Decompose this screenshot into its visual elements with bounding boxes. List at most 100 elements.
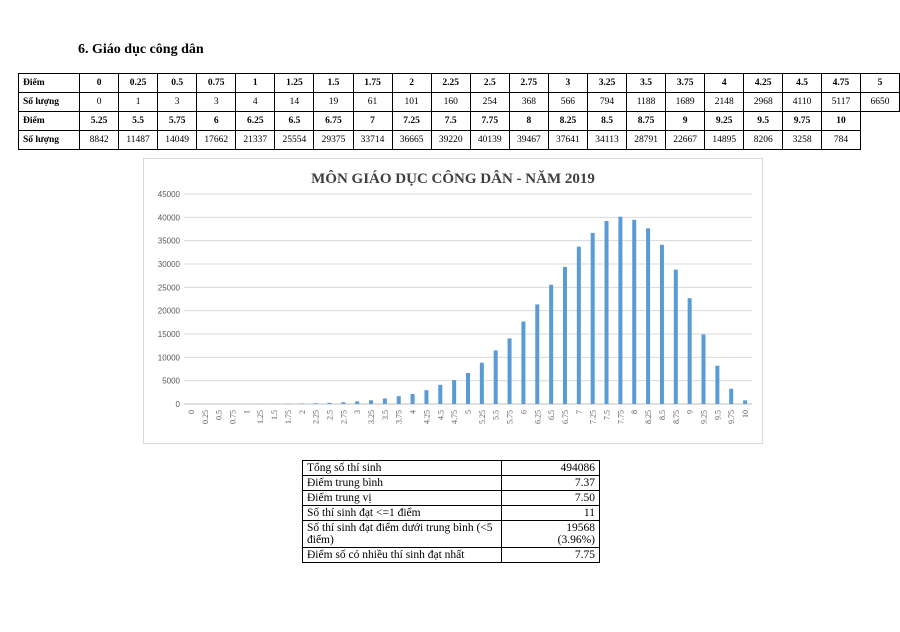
x-tick-label: 3.5: [381, 410, 390, 420]
bar: [507, 338, 512, 404]
y-tick-label: 0: [176, 400, 181, 409]
count-cell: 2148: [704, 92, 745, 112]
score-cell: 2: [391, 73, 432, 93]
score-cell: 1.5: [313, 73, 354, 93]
score-cell: 3.25: [586, 73, 628, 93]
count-row: Số lượng 8842 11487 14049 17662 21337 25554 293…: [17, 130, 900, 150]
bar: [521, 321, 526, 404]
bar: [313, 403, 318, 404]
stats-row: Điểm trung vị 7.50: [302, 490, 600, 506]
score-cell: 0: [79, 73, 120, 93]
count-cell: 34113: [586, 130, 628, 150]
count-cell: 22667: [665, 130, 706, 150]
score-cell: 9: [665, 111, 706, 131]
x-tick-label: 7: [575, 410, 584, 414]
x-tick-label: 4.25: [422, 410, 431, 424]
bar: [493, 350, 498, 404]
stats-value-cell: 11: [501, 505, 600, 521]
summary-stats-table: Tổng số thí sinh 494086 Điểm trung bình 7.3…: [302, 460, 600, 563]
score-cell: 7.25: [391, 111, 432, 131]
x-tick-label: 7.75: [616, 410, 625, 424]
x-tick-label: 1.25: [256, 410, 265, 424]
stats-value: 7.75: [574, 549, 595, 561]
bar: [562, 266, 567, 404]
score-cell: 4.5: [782, 73, 823, 93]
x-tick-label: 2.5: [325, 410, 334, 420]
bar: [355, 401, 360, 404]
stats-value: 19568: [566, 522, 595, 534]
count-cell: 25554: [274, 130, 315, 150]
y-tick-label: 45000: [158, 190, 181, 199]
count-cell: 1188: [626, 92, 667, 112]
count-cell: 11487: [118, 130, 159, 150]
x-tick-label: 5.5: [492, 410, 501, 420]
score-cell: 5.25: [79, 111, 120, 131]
y-tick-label: 40000: [158, 213, 181, 222]
count-cell: 101: [391, 92, 432, 112]
count-cell: 160: [430, 92, 471, 112]
score-cell: 6.5: [274, 111, 315, 131]
x-tick-label: 0.5: [215, 410, 224, 420]
count-cell: 1689: [665, 92, 706, 112]
bar: [729, 388, 734, 404]
x-tick-label: 9.25: [700, 410, 709, 424]
count-cell: 784: [821, 130, 861, 150]
x-tick-label: 6.25: [533, 410, 542, 424]
stats-value-cell: 7.37: [501, 475, 600, 491]
count-row-label: Số lượng: [17, 130, 81, 150]
count-cell: 0: [79, 92, 120, 112]
x-tick-label: 8: [630, 410, 639, 414]
x-tick-label: 3.25: [367, 410, 376, 424]
score-cell: 10: [821, 111, 861, 131]
count-cell: 37641: [547, 130, 588, 150]
score-row: Điểm 5.25 5.5 5.75 6 6.25 6.5 6.75 7 7.25 7.5 7.75 8…: [17, 111, 900, 131]
stats-value: 494086: [560, 462, 596, 474]
score-cell: 6.75: [313, 111, 354, 131]
stats-row: Tổng số thí sinh 494086: [302, 460, 600, 476]
x-tick-label: 3: [353, 410, 362, 414]
count-cell: 3258: [782, 130, 823, 150]
y-tick-label: 25000: [158, 283, 181, 292]
score-cell: 9.25: [704, 111, 745, 131]
x-tick-label: 4.75: [450, 410, 459, 424]
score-cell: 3.75: [665, 73, 706, 93]
x-tick-label: 8.25: [644, 410, 653, 424]
score-cell: 1.25: [274, 73, 315, 93]
y-tick-label: 10000: [158, 353, 181, 362]
score-cell: 4.75: [821, 73, 861, 93]
count-cell: 36665: [391, 130, 432, 150]
stats-row: Số thí sinh đạt điểm dưới trung bình (<5…: [302, 520, 600, 548]
x-tick-label: 6.75: [561, 410, 570, 424]
x-tick-label: 3.75: [395, 410, 404, 424]
stats-value: 7.50: [574, 492, 595, 504]
count-cell: 4: [235, 92, 276, 112]
count-cell: 14895: [704, 130, 745, 150]
score-cell: 3.5: [626, 73, 667, 93]
count-cell: 2968: [743, 92, 784, 112]
x-tick-label: 2.75: [339, 410, 348, 424]
x-tick-label: 9.5: [713, 410, 722, 420]
y-tick-label: 20000: [158, 307, 181, 316]
score-cell: 0.25: [118, 73, 159, 93]
count-cell: 8206: [743, 130, 784, 150]
x-tick-label: 1.75: [284, 410, 293, 424]
score-cell: 7.5: [430, 111, 471, 131]
bar: [535, 304, 540, 404]
count-row-label: Số lượng: [17, 92, 81, 112]
bar: [590, 232, 595, 404]
score-cell: 7: [352, 111, 393, 131]
bar: [327, 402, 332, 404]
count-cell: 4110: [782, 92, 823, 112]
bar: [618, 216, 623, 404]
bar: [549, 284, 554, 404]
count-cell: 1: [118, 92, 159, 112]
score-row-label: Điểm: [17, 111, 81, 131]
y-tick-label: 35000: [158, 237, 181, 246]
x-tick-label: 7.5: [603, 410, 612, 420]
x-tick-label: 0.25: [201, 410, 210, 424]
bar: [410, 393, 415, 404]
stats-value-percent: (3.96%): [557, 534, 595, 546]
x-tick-label: 0.75: [228, 410, 237, 424]
stats-row: Số thí sinh đạt <=1 điểm 11: [302, 505, 600, 521]
chart-container: MÔN GIÁO DỤC CÔNG DÂN - NĂM 2019 0 5000 100…: [143, 158, 763, 444]
